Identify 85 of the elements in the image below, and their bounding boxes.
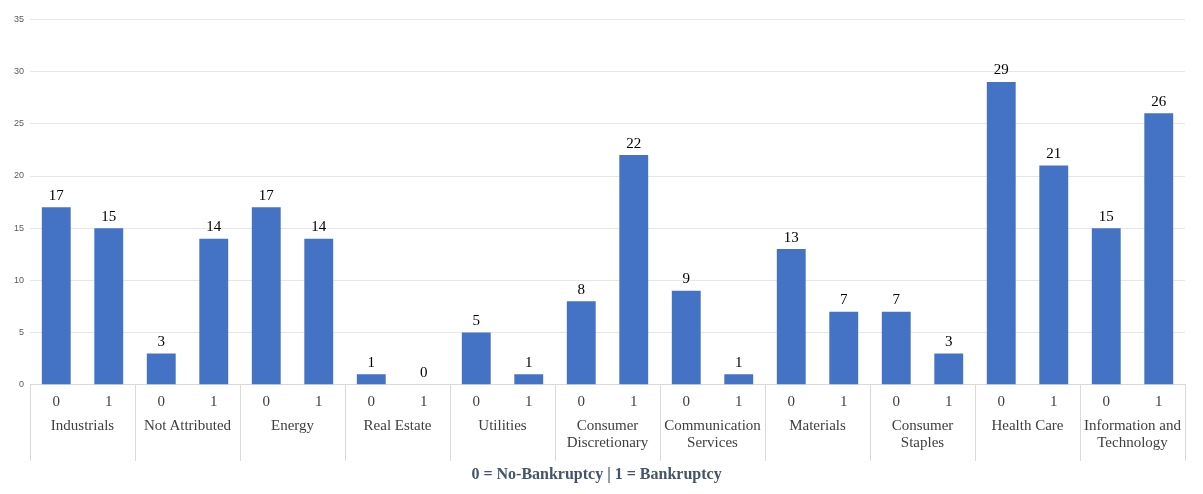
- x-tick-label: 1: [1050, 392, 1058, 409]
- bar: [986, 82, 1016, 385]
- data-label: 1: [525, 353, 533, 370]
- x-tick-label: 1: [420, 392, 428, 409]
- x-tick-label: 0: [1102, 392, 1110, 409]
- data-label: 17: [48, 186, 65, 203]
- x-tick-label: 0: [892, 392, 900, 409]
- bar: [356, 374, 386, 385]
- bar: [1091, 228, 1121, 385]
- y-tick-label: 35: [14, 13, 25, 24]
- text: Utilities: [478, 417, 527, 434]
- data-label: 14: [206, 218, 222, 235]
- data-label: 14: [311, 218, 327, 235]
- text: Health Care: [991, 417, 1064, 434]
- bar: [41, 207, 71, 385]
- bar: [1039, 165, 1069, 385]
- bar: [829, 311, 859, 385]
- text: Consumer Staples: [891, 417, 954, 451]
- text: Industrials: [50, 417, 115, 434]
- data-label: 15: [101, 207, 117, 224]
- x-tick-label: 1: [630, 392, 638, 409]
- data-label: 13: [783, 228, 799, 245]
- x-tick-label: 1: [840, 392, 848, 409]
- data-label: 26: [1151, 92, 1167, 109]
- x-tick-label: 0: [262, 392, 271, 409]
- x-tick-label: 1: [315, 392, 323, 409]
- text: Energy: [270, 417, 315, 434]
- x-tick-label: 0: [577, 392, 586, 409]
- y-tick-label: 0: [19, 379, 25, 390]
- data-label: 22: [626, 134, 642, 151]
- data-label: 29: [993, 61, 1009, 78]
- x-tick-label: 1: [525, 392, 533, 409]
- x-tick-label: 1: [945, 392, 953, 409]
- text: Materials: [789, 417, 846, 434]
- data-label: 7: [892, 291, 901, 308]
- bar: [776, 249, 806, 385]
- bar: [934, 353, 964, 385]
- data-label: 21: [1046, 145, 1062, 161]
- data-label: 3: [157, 332, 166, 349]
- text: Information and Technology: [1083, 417, 1182, 451]
- x-tick-label: 0: [787, 392, 795, 409]
- data-label: 1: [367, 353, 376, 370]
- x-tick-label: 1: [105, 392, 113, 409]
- data-label: 15: [1098, 207, 1114, 224]
- y-tick-label: 5: [19, 327, 25, 338]
- x-tick-label: 1: [735, 392, 743, 409]
- data-label: 8: [577, 280, 586, 297]
- x-tick-label: 0: [367, 392, 376, 409]
- y-tick-label: 30: [14, 66, 25, 77]
- x-tick-label: 0: [472, 392, 481, 409]
- x-tick-label: 1: [1155, 392, 1163, 409]
- y-tick-label: 10: [14, 274, 25, 285]
- bar: [461, 332, 491, 385]
- bar: [671, 290, 701, 385]
- bar: [304, 238, 334, 385]
- data-label: 7: [840, 291, 848, 308]
- x-tick-label: 0: [682, 392, 690, 409]
- x-tick-label: 0: [157, 392, 166, 409]
- data-label: 17: [258, 186, 275, 203]
- bar: [724, 374, 754, 385]
- data-label: 9: [682, 270, 690, 287]
- data-label: 3: [945, 332, 953, 349]
- text: Not Attributed: [143, 417, 232, 434]
- bar: [514, 374, 544, 385]
- y-tick-label: 25: [14, 118, 25, 129]
- x-tick-label: 1: [210, 392, 218, 409]
- bar: [94, 228, 124, 385]
- text: Real Estate: [363, 417, 432, 434]
- bar: [1144, 113, 1174, 385]
- data-label: 0: [420, 364, 428, 381]
- text: Consumer Discretionary: [566, 417, 649, 451]
- bar: [251, 207, 281, 385]
- bar: [619, 155, 649, 385]
- y-tick-label: 15: [14, 222, 25, 233]
- bar: [881, 311, 911, 385]
- x-tick-label: 0: [997, 392, 1005, 409]
- data-label: 1: [735, 353, 743, 370]
- bar: [199, 238, 229, 385]
- bar: [146, 353, 176, 385]
- text: Communication Services: [664, 417, 762, 451]
- x-axis-title: 0 = No-Bankruptcy | 1 = Bankruptcy: [471, 464, 722, 483]
- x-tick-label: 0: [52, 392, 61, 409]
- bar: [566, 301, 596, 385]
- data-label: 5: [472, 312, 481, 329]
- y-tick-label: 20: [14, 170, 25, 181]
